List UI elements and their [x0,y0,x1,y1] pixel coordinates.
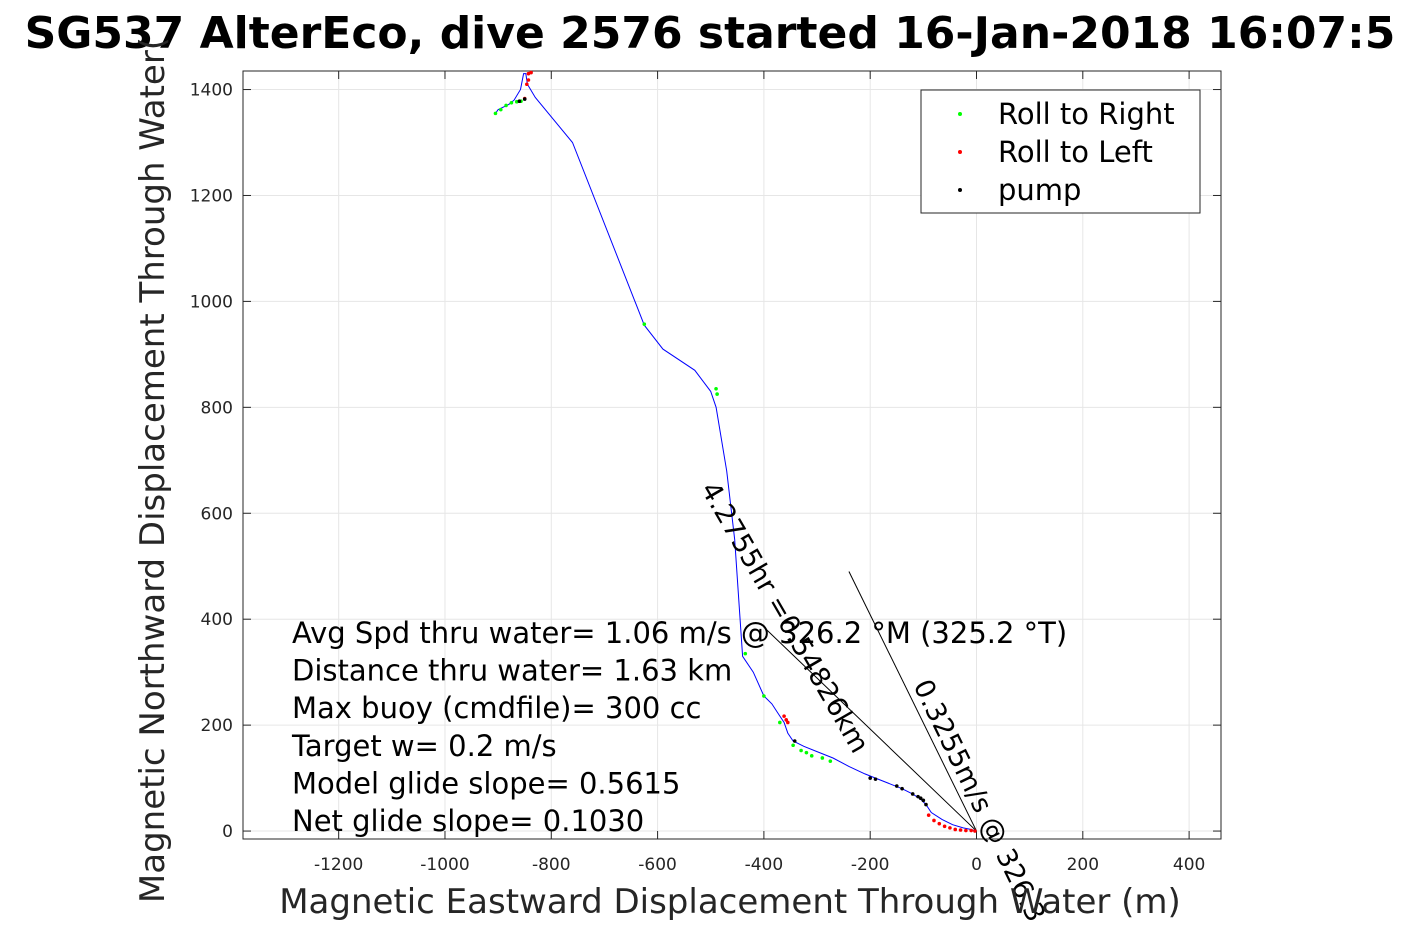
current-vector-line [763,626,977,832]
roll-left-point [529,70,533,75]
roll-left-point [526,78,531,82]
roll-left-point [932,818,936,823]
pump-point [900,786,904,791]
roll-right-point [762,694,766,698]
y-tick-label: 800 [201,398,233,418]
stats-line: Max buoy (cmdfile)= 300 cc [292,691,701,725]
pump-point [921,798,926,803]
roll-left-point [926,813,931,817]
roll-right-point [504,103,508,108]
roll-left-point [948,826,952,830]
roll-right-point [714,386,718,391]
pump-point [924,802,928,807]
roll-right-point [743,651,748,656]
y-tick-label: 400 [201,610,233,630]
x-tick-label: -1000 [420,855,469,875]
roll-left-point [786,720,790,725]
roll-left-point [964,828,968,833]
y-tick-label: 1000 [190,292,233,312]
roll-right-point [642,322,647,326]
y-tick-label: 1200 [190,186,233,206]
roll-right-point [791,743,795,748]
x-tick-label: 200 [1067,855,1099,875]
current-vector-line [848,571,977,832]
pump-point [894,784,899,788]
y-tick-label: 200 [201,716,233,736]
roll-left-point [969,828,973,833]
roll-right-point [498,107,503,112]
markers [493,70,977,833]
roll-right-point [509,100,514,105]
legend-label: pump [998,173,1081,207]
pump-point [916,794,920,799]
x-tick-label: -600 [638,855,677,875]
pump-point [792,739,797,743]
legend-marker [958,150,962,154]
roll-left-point [973,829,977,833]
chart-title: SG537 AlterEco, dive 2576 started 16-Jan… [25,8,1396,59]
legend-marker [958,188,962,192]
roll-right-point [493,111,498,116]
pump-point [517,99,522,103]
stats-line: Net glide slope= 0.1030 [292,804,644,838]
x-tick-label: -1200 [314,855,363,875]
pump-point [522,97,527,101]
roll-left-point [525,82,529,87]
stats-line: Target w= 0.2 m/s [291,729,557,763]
x-axis-label: Magnetic Eastward Displacement Through W… [279,882,1181,922]
stats-line: Avg Spd thru water= 1.06 m/s @ 326.2 °M … [292,616,1067,650]
legend: Roll to Right Roll to Left pump [920,89,1201,214]
pump-point [868,776,872,780]
x-tick-label: 400 [1173,855,1205,875]
stats-line: Model glide slope= 0.5615 [292,766,680,800]
roll-left-point [937,821,942,826]
y-tick-label: 0 [222,822,233,842]
legend-marker [958,112,962,116]
current-vectors [763,571,977,832]
roll-right-point [715,392,719,396]
plot-area [242,70,1222,840]
pump-point [918,796,923,801]
roll-left-point [942,824,947,829]
roll-right-point [804,750,809,755]
roll-right-point [828,759,833,763]
pump-point [873,777,878,781]
legend-label: Roll to Left [998,135,1153,169]
x-tick-label: -800 [532,855,571,875]
y-tick-label: 600 [201,504,233,524]
roll-left-point [782,714,786,718]
roll-right-point [778,720,782,725]
legend-label: Roll to Right [998,97,1175,131]
legend-box [920,89,1201,214]
roll-right-point [809,754,814,758]
roll-left-point [784,718,789,722]
x-tick-label: -400 [745,855,784,875]
x-tick-label: 0 [971,855,982,875]
roll-left-point [958,828,963,832]
roll-right-point [799,748,803,753]
x-tick-label: -200 [851,855,890,875]
roll-left-point [953,827,958,832]
ticks: -1200 -1000 -800 -600 -400 -200 0 200 400 0 200 400… [190,71,1221,875]
pump-point [910,792,915,796]
roll-right-point [820,756,825,760]
y-tick-label: 1400 [190,81,233,101]
stats-annotation: Avg Spd thru water= 1.06 m/s @ 326.2 °M … [291,616,1067,838]
y-axis-label: Magnetic Northward Displacement Through … [133,37,173,903]
stats-line: Distance thru water= 1.63 km [292,654,732,688]
